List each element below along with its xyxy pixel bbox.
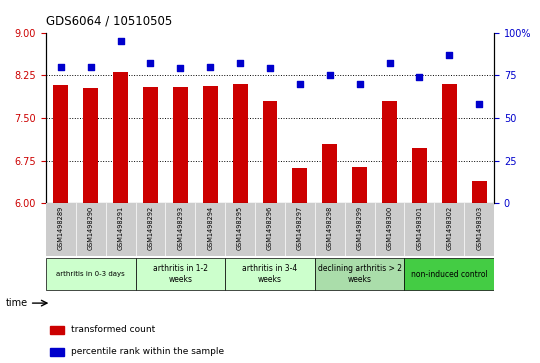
Point xyxy=(57,64,65,70)
Text: GSM1498298: GSM1498298 xyxy=(327,206,333,250)
Bar xyxy=(293,168,307,203)
Text: GSM1498295: GSM1498295 xyxy=(237,206,243,250)
Text: GSM1498290: GSM1498290 xyxy=(87,206,94,250)
Text: GSM1498300: GSM1498300 xyxy=(387,206,393,250)
Bar xyxy=(83,88,98,203)
Bar xyxy=(173,87,188,203)
Point xyxy=(266,66,274,72)
Point xyxy=(86,64,95,70)
Point xyxy=(146,61,155,66)
Text: GSM1498299: GSM1498299 xyxy=(356,206,363,250)
Text: GSM1498292: GSM1498292 xyxy=(147,206,153,250)
Text: GDS6064 / 10510505: GDS6064 / 10510505 xyxy=(46,15,172,28)
Point xyxy=(415,74,424,80)
Bar xyxy=(50,348,64,356)
Bar xyxy=(322,144,337,203)
FancyBboxPatch shape xyxy=(315,258,404,290)
Bar xyxy=(50,326,64,334)
Bar xyxy=(382,101,397,203)
Text: time: time xyxy=(5,298,28,308)
FancyBboxPatch shape xyxy=(225,258,315,290)
Text: transformed count: transformed count xyxy=(71,325,155,334)
FancyBboxPatch shape xyxy=(404,258,494,290)
Bar xyxy=(143,87,158,203)
Text: GSM1498302: GSM1498302 xyxy=(446,206,453,250)
Text: arthritis in 0-3 days: arthritis in 0-3 days xyxy=(56,271,125,277)
Bar xyxy=(472,180,487,203)
Text: GSM1498289: GSM1498289 xyxy=(58,206,64,250)
FancyBboxPatch shape xyxy=(46,258,136,290)
Text: declining arthritis > 2
weeks: declining arthritis > 2 weeks xyxy=(318,264,402,284)
Point xyxy=(206,64,214,70)
Bar xyxy=(412,148,427,203)
Text: GSM1498301: GSM1498301 xyxy=(416,206,422,250)
Bar xyxy=(233,85,247,203)
Point xyxy=(355,81,364,87)
Text: arthritis in 1-2
weeks: arthritis in 1-2 weeks xyxy=(153,264,208,284)
Point xyxy=(326,72,334,78)
Point xyxy=(116,38,125,44)
Text: GSM1498291: GSM1498291 xyxy=(118,206,124,250)
Text: percentile rank within the sample: percentile rank within the sample xyxy=(71,347,224,356)
Bar xyxy=(442,85,457,203)
Point xyxy=(445,52,454,58)
Text: arthritis in 3-4
weeks: arthritis in 3-4 weeks xyxy=(242,264,298,284)
Point xyxy=(295,81,304,87)
FancyBboxPatch shape xyxy=(136,258,225,290)
Point xyxy=(176,66,185,72)
Text: GSM1498303: GSM1498303 xyxy=(476,206,482,250)
Text: GSM1498293: GSM1498293 xyxy=(177,206,184,250)
Bar xyxy=(262,101,278,203)
Point xyxy=(475,101,483,107)
Point xyxy=(385,61,394,66)
Text: non-induced control: non-induced control xyxy=(411,270,488,278)
Text: GSM1498297: GSM1498297 xyxy=(297,206,303,250)
Bar xyxy=(352,167,367,203)
Bar xyxy=(113,73,128,203)
Text: GSM1498296: GSM1498296 xyxy=(267,206,273,250)
Bar xyxy=(203,86,218,203)
Point xyxy=(236,61,245,66)
Text: GSM1498294: GSM1498294 xyxy=(207,206,213,250)
Bar xyxy=(53,85,69,203)
